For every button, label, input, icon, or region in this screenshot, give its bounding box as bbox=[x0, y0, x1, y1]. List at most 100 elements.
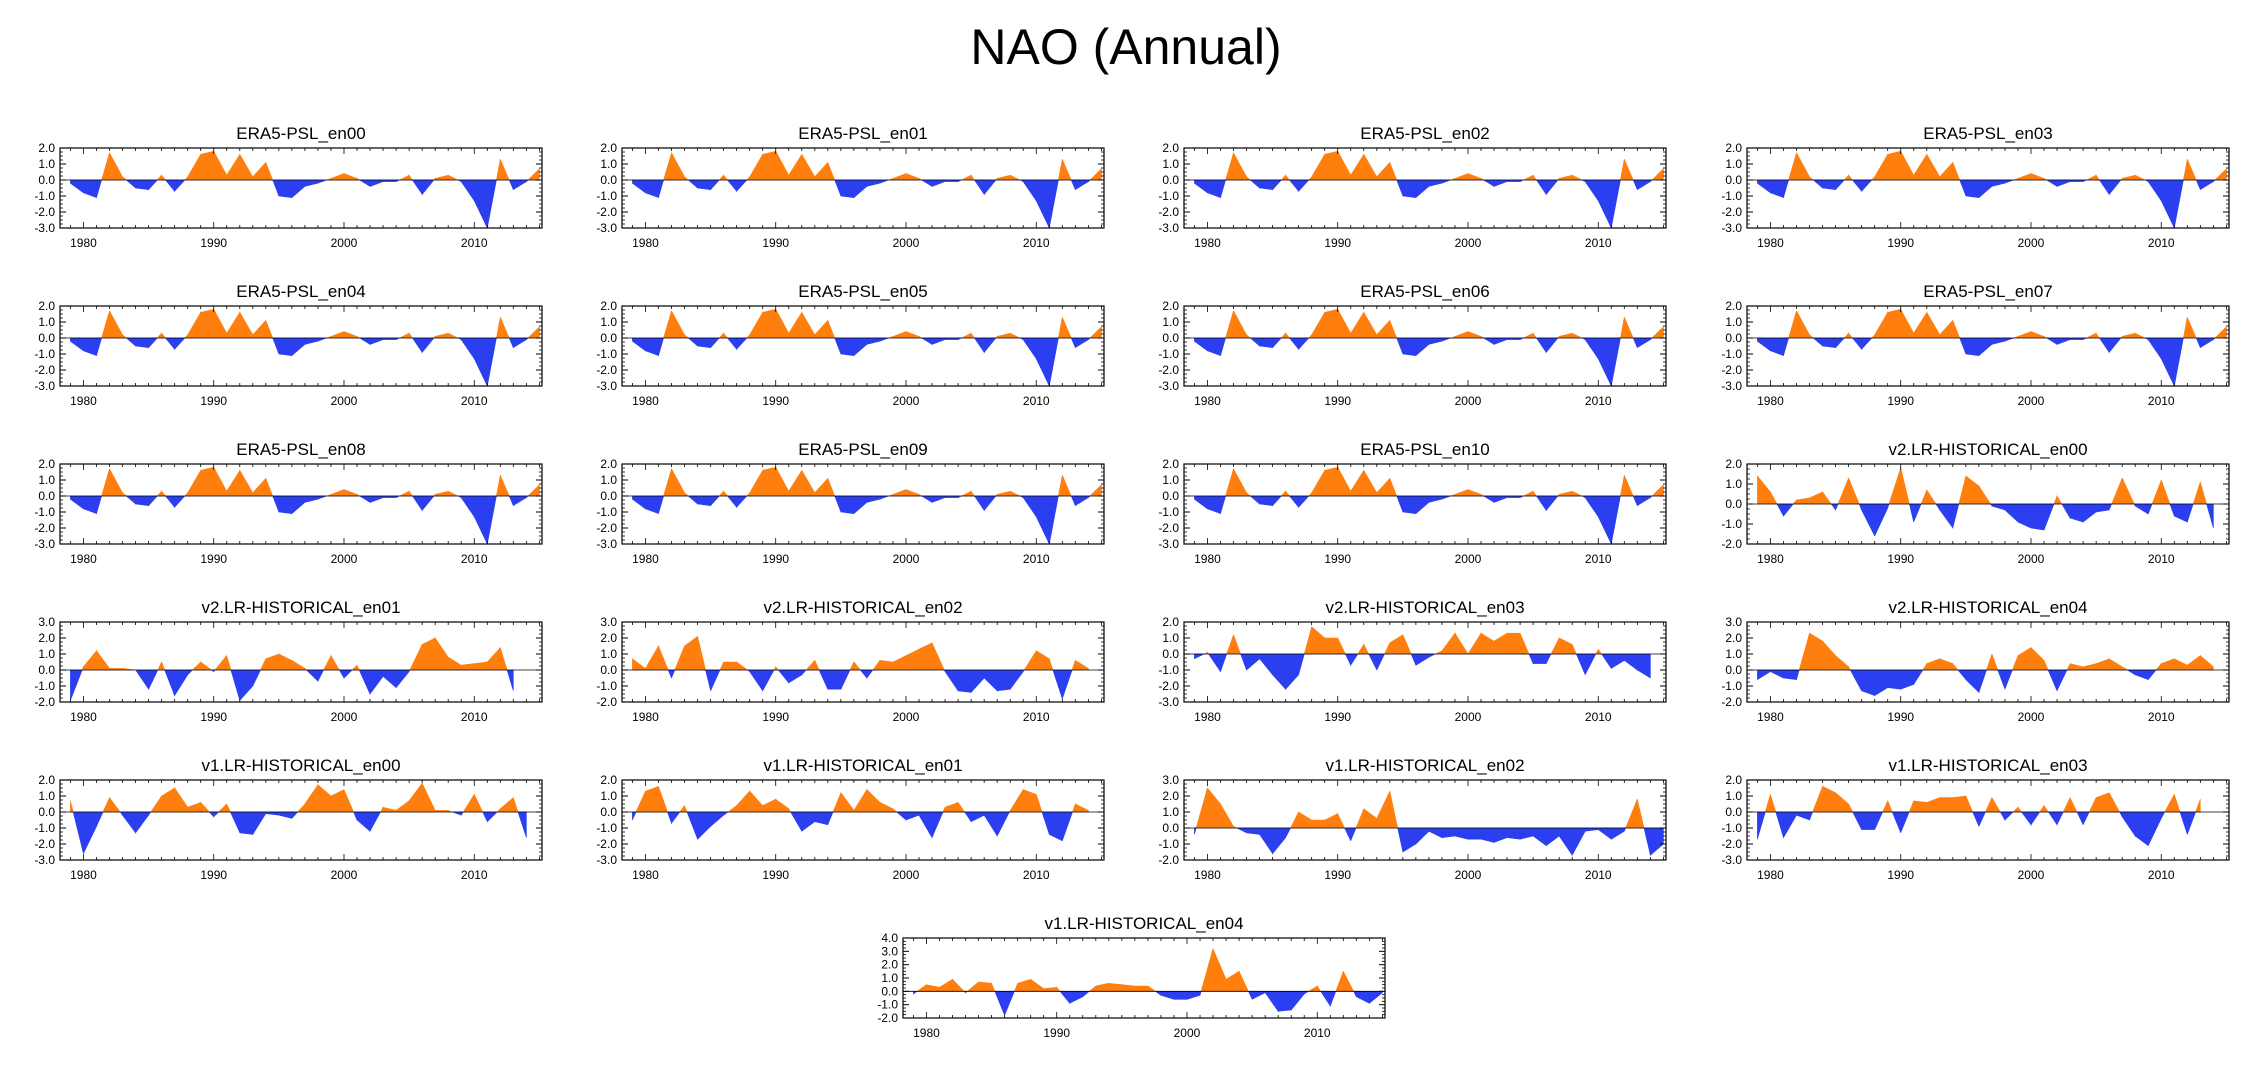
x-tick-label: 2010 bbox=[461, 236, 488, 250]
negative-anomaly-area bbox=[1796, 811, 1810, 821]
negative-anomaly-area bbox=[125, 495, 136, 505]
positive-anomaly-area bbox=[749, 153, 764, 181]
negative-anomaly-area bbox=[1861, 503, 1875, 537]
x-tick-label: 1980 bbox=[632, 394, 659, 408]
plot-frame bbox=[902, 937, 1386, 1019]
positive-anomaly-area bbox=[1363, 808, 1378, 829]
positive-anomaly-area bbox=[788, 153, 803, 181]
positive-anomaly-area bbox=[1402, 634, 1412, 655]
y-tick-label: 2.0 bbox=[1725, 141, 1742, 155]
negative-anomaly-area bbox=[1368, 653, 1378, 671]
negative-anomaly-area bbox=[973, 179, 985, 196]
negative-anomaly-area bbox=[1493, 495, 1508, 503]
positive-anomaly-area bbox=[1121, 984, 1136, 992]
positive-anomaly-area bbox=[161, 332, 167, 339]
negative-anomaly-area bbox=[338, 669, 345, 680]
positive-anomaly-area bbox=[1506, 632, 1521, 655]
positive-anomaly-area bbox=[1558, 637, 1573, 655]
positive-anomaly-area bbox=[1792, 499, 1797, 505]
positive-anomaly-area bbox=[1874, 153, 1888, 181]
positive-anomaly-area bbox=[814, 660, 820, 671]
negative-anomaly-area bbox=[278, 495, 293, 514]
negative-anomaly-area bbox=[148, 669, 159, 690]
y-tick-label: -1.0 bbox=[34, 189, 55, 203]
y-tick-label: -1.0 bbox=[1721, 517, 1742, 531]
positive-anomaly-area bbox=[832, 792, 842, 813]
negative-anomaly-area bbox=[1532, 827, 1547, 847]
negative-anomaly-area bbox=[1535, 179, 1547, 196]
y-tick-label: -1.0 bbox=[1158, 837, 1179, 851]
positive-anomaly-area bbox=[356, 665, 360, 671]
positive-anomaly-area bbox=[1887, 150, 1901, 181]
positive-anomaly-area bbox=[2214, 168, 2227, 181]
x-tick-label: 2000 bbox=[893, 710, 920, 724]
y-tick-label: -2.0 bbox=[1158, 679, 1179, 693]
y-tick-label: -2.0 bbox=[1721, 363, 1742, 377]
y-tick-label: 0.0 bbox=[1162, 647, 1179, 661]
positive-anomaly-area bbox=[1926, 658, 1941, 671]
x-tick-label: 1990 bbox=[762, 552, 789, 566]
positive-anomaly-area bbox=[1467, 331, 1482, 339]
negative-anomaly-area bbox=[2020, 811, 2032, 826]
negative-anomaly-area bbox=[2187, 811, 2197, 835]
negative-anomaly-area bbox=[1194, 337, 1208, 352]
negative-anomaly-area bbox=[983, 337, 997, 354]
positive-anomaly-area bbox=[931, 642, 945, 671]
positive-anomaly-area bbox=[1913, 800, 1928, 813]
negative-anomaly-area bbox=[866, 669, 874, 679]
positive-anomaly-area bbox=[265, 320, 274, 339]
positive-anomaly-area bbox=[1871, 334, 1875, 339]
x-tick-label: 2000 bbox=[1455, 710, 1482, 724]
negative-anomaly-area bbox=[1624, 827, 1627, 832]
positive-anomaly-area bbox=[379, 807, 384, 813]
positive-anomaly-area bbox=[679, 804, 685, 813]
negative-anomaly-area bbox=[1207, 653, 1221, 673]
y-tick-label: -2.0 bbox=[34, 521, 55, 535]
positive-anomaly-area bbox=[2053, 495, 2058, 505]
negative-anomaly-area bbox=[931, 179, 946, 187]
negative-anomaly-area bbox=[879, 179, 889, 184]
y-tick-label: 0.0 bbox=[1725, 663, 1742, 677]
negative-anomaly-area bbox=[1493, 337, 1508, 345]
negative-anomaly-area bbox=[1194, 827, 1197, 835]
negative-anomaly-area bbox=[1154, 990, 1162, 996]
negative-anomaly-area bbox=[358, 337, 371, 345]
negative-anomaly-area bbox=[2174, 503, 2188, 523]
negative-anomaly-area bbox=[1887, 669, 1901, 690]
negative-anomaly-area bbox=[1584, 827, 1599, 832]
negative-anomaly-area bbox=[1396, 495, 1404, 513]
panel-title: ERA5-PSL_en10 bbox=[1360, 440, 1489, 459]
positive-anomaly-area bbox=[1280, 332, 1286, 339]
positive-anomaly-area bbox=[2111, 477, 2123, 505]
positive-anomaly-area bbox=[1651, 168, 1664, 181]
negative-anomaly-area bbox=[2126, 669, 2136, 676]
positive-anomaly-area bbox=[1848, 803, 1854, 813]
x-tick-label: 1990 bbox=[1887, 236, 1914, 250]
negative-anomaly-area bbox=[421, 337, 435, 354]
x-tick-label: 1990 bbox=[762, 710, 789, 724]
positive-anomaly-area bbox=[1311, 311, 1325, 339]
negative-anomaly-area bbox=[1991, 179, 2006, 187]
positive-anomaly-area bbox=[408, 490, 413, 497]
y-tick-label: 1.0 bbox=[1162, 473, 1179, 487]
positive-anomaly-area bbox=[892, 808, 898, 813]
negative-anomaly-area bbox=[1415, 653, 1430, 666]
positive-anomaly-area bbox=[1225, 468, 1234, 497]
negative-anomaly-area bbox=[2056, 811, 2064, 825]
positive-anomaly-area bbox=[1049, 658, 1054, 671]
x-tick-label: 2010 bbox=[1304, 1026, 1331, 1040]
nao-panel: ERA5-PSL_en08 2.0 1.0 0.0 -1.0 -2.0 -3.0 1980 19… bbox=[34, 440, 543, 566]
y-tick-label: -2.0 bbox=[1158, 853, 1179, 867]
positive-anomaly-area bbox=[775, 151, 790, 181]
negative-anomaly-area bbox=[1783, 669, 1797, 680]
negative-anomaly-area bbox=[1770, 337, 1784, 357]
negative-anomaly-area bbox=[1220, 495, 1226, 514]
positive-anomaly-area bbox=[1788, 152, 1797, 181]
y-tick-label: 2.0 bbox=[1162, 299, 1179, 313]
positive-anomaly-area bbox=[1308, 492, 1312, 497]
x-tick-label: 2010 bbox=[461, 552, 488, 566]
negative-anomaly-area bbox=[460, 179, 475, 202]
negative-anomaly-area bbox=[840, 669, 851, 690]
negative-anomaly-area bbox=[460, 495, 475, 518]
positive-anomaly-area bbox=[1770, 794, 1777, 813]
